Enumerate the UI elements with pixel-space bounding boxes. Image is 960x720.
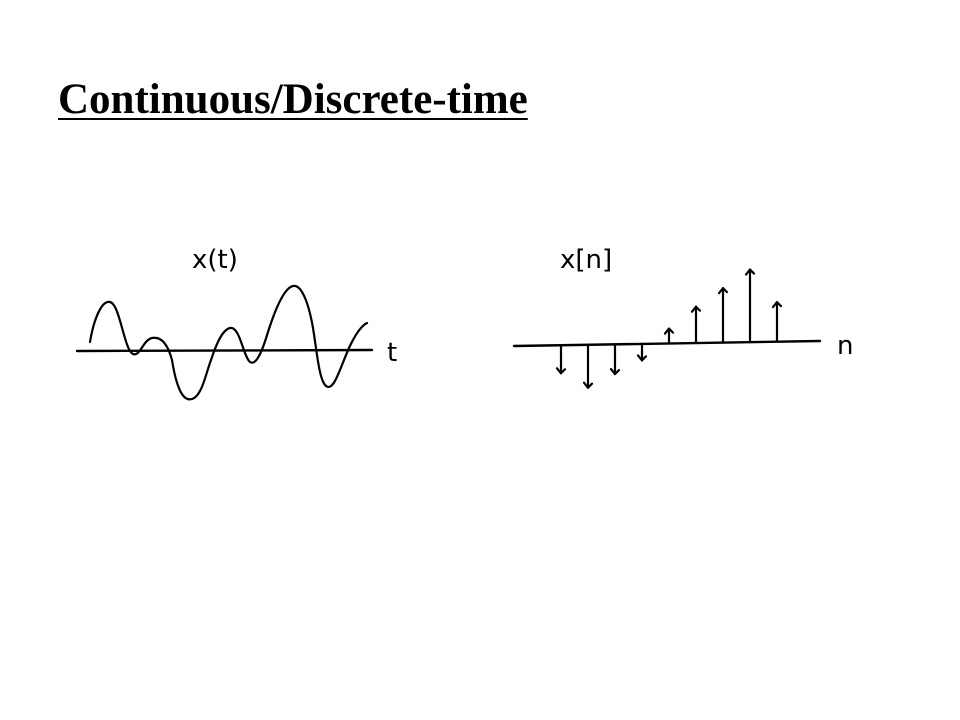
discrete-time-stems — [555, 268, 783, 389]
sample-marker — [771, 301, 783, 309]
continuous-time-waveform — [88, 284, 369, 401]
sample-marker — [555, 367, 567, 375]
discrete-time-plot — [512, 268, 822, 389]
sample-marker — [609, 367, 621, 376]
sample-marker — [690, 305, 702, 313]
sample-marker — [744, 268, 756, 276]
sample-marker — [663, 327, 675, 335]
sample-marker — [582, 381, 594, 389]
continuous-axis-label: t — [387, 338, 398, 368]
slide-title: Continuous/Discrete-time — [58, 76, 528, 123]
discrete-time-axis — [512, 339, 822, 348]
continuous-time-plot — [75, 284, 374, 401]
sample-marker — [636, 354, 648, 362]
discrete-signal-label: x[n] — [560, 245, 613, 275]
discrete-axis-label: n — [837, 331, 854, 361]
continuous-signal-label: x(t) — [192, 245, 238, 275]
sample-marker — [717, 287, 729, 295]
continuous-time-axis — [75, 348, 374, 353]
